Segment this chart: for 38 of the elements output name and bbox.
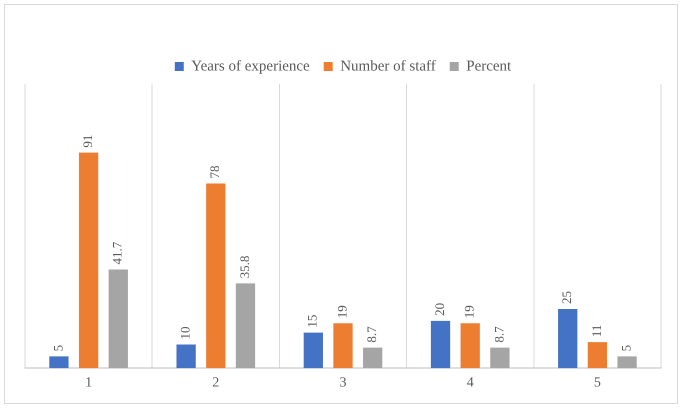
bar bbox=[236, 283, 256, 368]
data-label: 5 bbox=[618, 344, 634, 352]
data-label: 20 bbox=[432, 302, 447, 316]
bar bbox=[333, 323, 353, 368]
data-label: 10 bbox=[178, 326, 193, 340]
bar bbox=[78, 152, 98, 368]
data-label: 78 bbox=[207, 165, 222, 178]
x-tick-label: 3 bbox=[340, 375, 346, 390]
bar bbox=[430, 320, 450, 368]
bar bbox=[588, 342, 608, 368]
bar bbox=[617, 356, 637, 368]
data-label: 15 bbox=[304, 314, 320, 328]
bar bbox=[460, 323, 480, 368]
bar bbox=[176, 344, 196, 368]
data-label: 8.7 bbox=[491, 326, 506, 343]
bar bbox=[490, 348, 510, 368]
legend-label: Number of staff bbox=[340, 58, 436, 74]
bar bbox=[206, 183, 226, 368]
data-label: 8.7 bbox=[364, 326, 380, 343]
bar bbox=[304, 332, 323, 368]
data-label: 5 bbox=[50, 344, 66, 352]
data-label: 25 bbox=[559, 290, 574, 304]
x-tick-label: 4 bbox=[466, 375, 474, 390]
x-tick-label: 5 bbox=[594, 375, 601, 390]
x-tick-label: 1 bbox=[85, 375, 92, 390]
data-label: 91 bbox=[80, 134, 96, 148]
data-label: 35.8 bbox=[236, 256, 252, 278]
bar bbox=[108, 269, 128, 368]
data-label: 19 bbox=[334, 305, 350, 318]
bar bbox=[49, 356, 69, 368]
data-label: 11 bbox=[588, 324, 604, 338]
legend-label: Percent bbox=[466, 58, 512, 74]
bar bbox=[558, 308, 578, 368]
x-tick-label: 2 bbox=[212, 375, 220, 390]
data-label: 19 bbox=[462, 305, 477, 318]
bar bbox=[363, 348, 382, 368]
legend-label: Years of experience bbox=[191, 58, 310, 74]
data-label: 41.7 bbox=[110, 241, 125, 264]
